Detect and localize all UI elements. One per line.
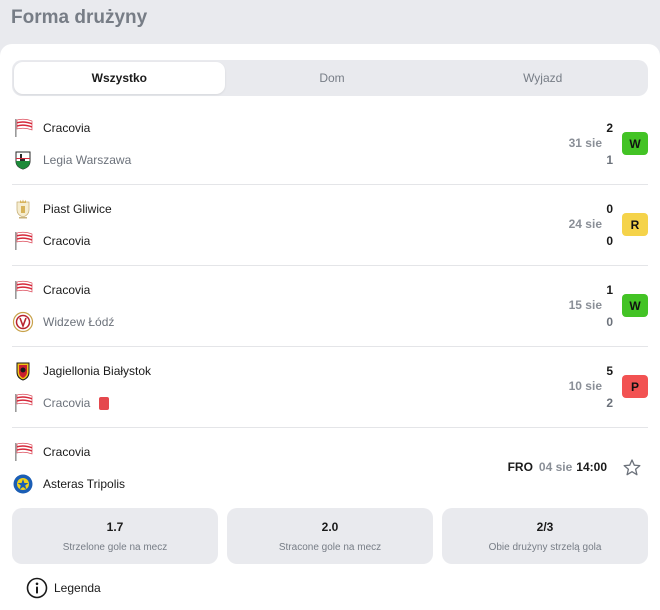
fixture-time: 14:00 (576, 460, 607, 474)
match-row[interactable]: Cracovia Legia Warszawa 2 1 31 sie W (12, 104, 648, 185)
match-row[interactable]: Jagiellonia Białystok Cracovia 5 2 10 si… (12, 347, 648, 428)
team-form-card: Wszystko Dom Wyjazd Cracovia Legia Warsz… (0, 44, 660, 610)
match-date: 10 sie (568, 379, 602, 393)
team-name[interactable]: Jagiellonia Białystok (43, 364, 152, 378)
cracovia-crest-icon (15, 280, 33, 299)
home-team: Piast Gliwice (12, 197, 112, 221)
stat-card-goals-scored: 1.7 Strzelone gole na mecz (12, 508, 218, 564)
match-row[interactable]: Cracovia Widzew Łódź 1 0 15 sie W (12, 266, 648, 347)
home-team: Jagiellonia Białystok (12, 359, 151, 383)
page-header: Forma drużyny (0, 0, 660, 44)
result-badge: W (622, 132, 648, 155)
result-badge: P (622, 375, 648, 398)
team-name[interactable]: Cracovia (43, 283, 91, 297)
stats-row: 1.7 Strzelone gole na mecz 2.0 Stracone … (12, 508, 648, 564)
stat-card-goals-conceded: 2.0 Stracone gole na mecz (227, 508, 433, 564)
legia-crest-icon (15, 151, 31, 170)
away-team: Cracovia (12, 391, 110, 415)
team-name[interactable]: Asteras Tripolis (43, 477, 126, 491)
away-team: Asteras Tripolis (12, 472, 125, 496)
team-name[interactable]: Piast Gliwice (43, 202, 112, 216)
info-icon (26, 577, 48, 599)
cracovia-crest-icon (15, 442, 33, 461)
team-name[interactable]: Cracovia (43, 121, 91, 135)
match-row[interactable]: Piast Gliwice Cracovia 0 0 24 sie R (12, 185, 648, 266)
tab-all[interactable]: Wszystko (14, 62, 225, 94)
home-team: Cracovia (12, 278, 90, 302)
tab-home[interactable]: Dom (319, 71, 345, 85)
asteras-crest-icon (13, 474, 33, 494)
legend-button[interactable]: Legenda (26, 577, 101, 599)
cracovia-crest-icon (15, 231, 33, 250)
team-name[interactable]: Cracovia (43, 445, 91, 459)
stat-value: 2/3 (536, 519, 554, 534)
result-badge: R (622, 213, 648, 236)
away-score: 2 (606, 396, 613, 410)
page-title: Forma drużyny (11, 7, 148, 28)
cracovia-crest-icon (15, 118, 33, 137)
tab-away[interactable]: Wyjazd (523, 71, 563, 85)
legend-label: Legenda (54, 581, 101, 595)
widzew-crest-icon (12, 311, 34, 333)
stat-label: Stracone gole na mecz (278, 541, 382, 553)
home-score: 0 (606, 202, 613, 216)
stat-label: Strzelone gole na mecz (62, 541, 168, 553)
red-card-icon (99, 396, 110, 410)
away-score: 0 (606, 315, 613, 329)
home-score: 5 (606, 364, 613, 378)
stat-label: Obie drużyny strzelą gola (488, 541, 602, 553)
result-badge: W (622, 294, 648, 317)
team-name[interactable]: Widzew Łódź (43, 315, 115, 329)
away-team: Cracovia (12, 229, 90, 253)
tab-bar: Wszystko Dom Wyjazd (12, 60, 648, 96)
away-score: 0 (606, 234, 613, 248)
stat-card-both-teams-score: 2/3 Obie drużyny strzelą gola (442, 508, 648, 564)
cracovia-crest-icon (15, 393, 33, 412)
away-team: Widzew Łódź (12, 310, 114, 334)
away-score: 1 (606, 153, 613, 167)
upcoming-match-row[interactable]: Cracovia Asteras Tripolis FRO 04 sie 14:00 (12, 428, 648, 508)
team-name[interactable]: Legia Warszawa (43, 153, 132, 167)
fixture-date: 04 sie (538, 460, 573, 474)
fixture-info: FRO 04 sie 14:00 (508, 460, 607, 474)
piast-crest-icon (16, 199, 30, 219)
home-score: 1 (606, 283, 613, 297)
match-date: 31 sie (568, 136, 602, 150)
home-score: 2 (606, 121, 613, 135)
team-name[interactable]: Cracovia (43, 234, 91, 248)
away-team: Legia Warszawa (12, 148, 131, 172)
stat-value: 1.7 (106, 519, 124, 534)
team-name[interactable]: Cracovia (43, 396, 91, 410)
match-date: 15 sie (568, 298, 602, 312)
stat-value: 2.0 (321, 519, 339, 534)
home-team: Cracovia (12, 440, 90, 464)
jagiellonia-crest-icon (16, 362, 30, 381)
home-team: Cracovia (12, 116, 90, 140)
star-icon[interactable] (622, 458, 642, 478)
competition-code: FRO (507, 460, 533, 474)
match-date: 24 sie (568, 217, 602, 231)
